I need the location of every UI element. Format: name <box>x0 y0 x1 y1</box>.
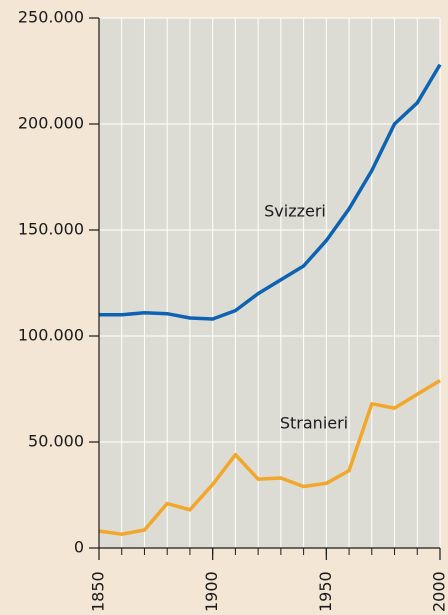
plot-area <box>99 18 440 548</box>
series-label: Svizzeri <box>264 202 326 221</box>
y-tick-label: 50.000 <box>28 432 84 451</box>
y-tick-label: 200.000 <box>18 114 84 133</box>
series-label: Stranieri <box>280 414 348 433</box>
x-tick-label: 1950 <box>316 571 335 612</box>
x-tick-label: 1900 <box>202 571 221 612</box>
series-line <box>98 379 441 536</box>
x-tick-label: 1850 <box>89 571 108 612</box>
y-tick-label: 150.000 <box>18 220 84 239</box>
y-tick-label: 100.000 <box>18 326 84 345</box>
series-line <box>99 63 442 321</box>
y-tick-label: 0 <box>74 538 84 557</box>
x-tick-label: 2000 <box>430 571 448 612</box>
y-tick-label: 250.000 <box>18 8 84 27</box>
